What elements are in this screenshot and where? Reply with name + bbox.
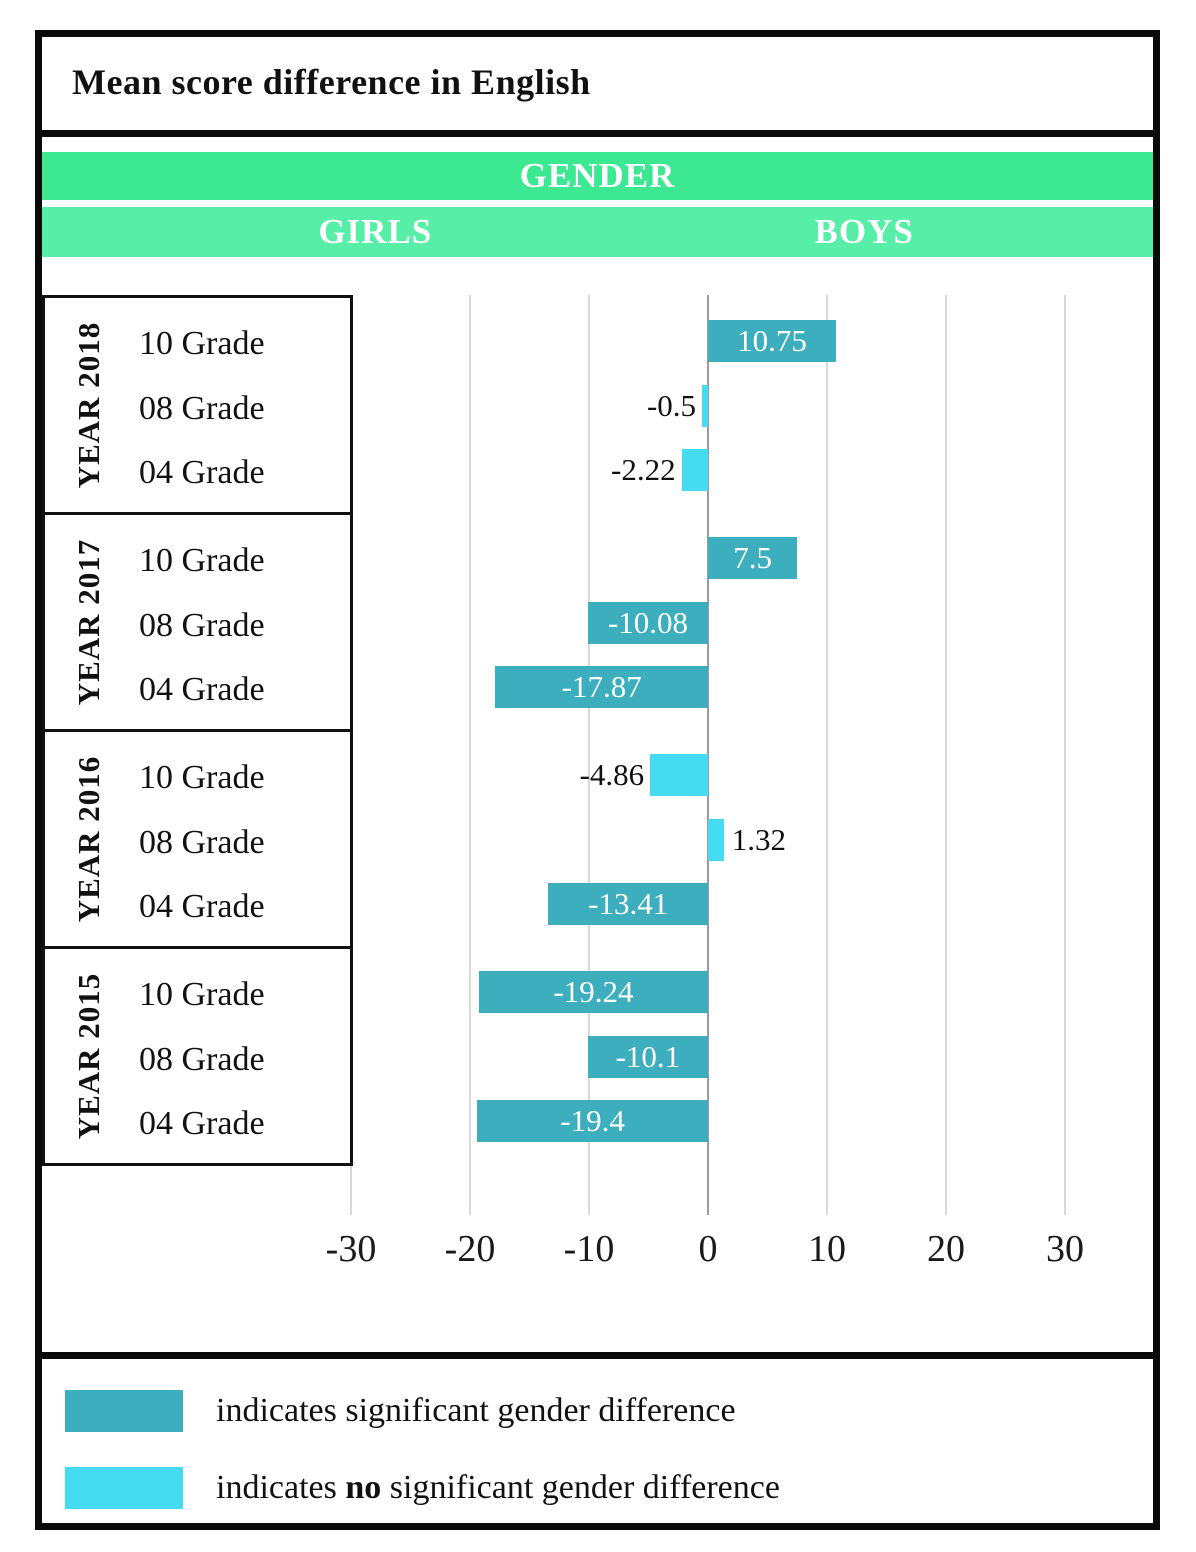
x-tick-label: 10: [808, 1228, 846, 1270]
bar-chart: -30 -20 -10 0 10 20 30 YEAR 2018 10 Grade 08 Grad…: [42, 295, 1153, 1285]
bar: -13.41: [548, 883, 708, 925]
gridline: [588, 295, 590, 1215]
grade-label: 10 Grade: [139, 325, 265, 362]
legend-item: indicates no significant gender differen…: [42, 1467, 1153, 1509]
bar-value-label: -10.1: [615, 1039, 681, 1074]
year-label: YEAR 2018: [71, 321, 106, 489]
year-box: YEAR 2016 10 Grade 08 Grade 04 Grade: [42, 729, 353, 949]
bar: 7.5: [708, 537, 798, 579]
bar: -19.24: [479, 971, 708, 1013]
grade-label: 10 Grade: [139, 542, 265, 579]
year-box: YEAR 2015 10 Grade 08 Grade 04 Grade: [42, 946, 353, 1166]
bar: 10.75: [708, 320, 836, 362]
main-box: GENDER GIRLS BOYS -30 -20 -10 0 10 20 30 YEAR 2…: [42, 152, 1153, 1359]
bar-value-label: 7.5: [733, 540, 772, 575]
gridline: [1064, 295, 1066, 1215]
girls-boys-band: GIRLS BOYS: [42, 207, 1153, 257]
grade-label: 08 Grade: [139, 607, 265, 644]
grade-label: 08 Grade: [139, 390, 265, 427]
bar: [702, 385, 708, 427]
x-tick-label: 0: [698, 1228, 718, 1270]
bar-value-label: -19.4: [560, 1103, 625, 1138]
x-tick-label: 30: [1046, 1228, 1084, 1270]
bar-value-label: -2.22: [611, 452, 676, 487]
bar: [650, 754, 708, 796]
year-label: YEAR 2016: [71, 755, 106, 923]
bar-value-label: -4.86: [579, 757, 645, 792]
grade-label: 04 Grade: [139, 888, 265, 925]
bar-value-label: -13.41: [588, 886, 669, 921]
girls-label: GIRLS: [318, 212, 433, 251]
year-label: YEAR 2017: [71, 538, 106, 706]
bar-value-label: -19.24: [553, 974, 634, 1009]
significant-color-swatch: [65, 1390, 183, 1432]
page-title: Mean score difference in English: [72, 62, 591, 102]
x-tick-label: -30: [325, 1228, 377, 1270]
bar-value-label: 1.32: [731, 822, 786, 857]
gridline: [945, 295, 947, 1215]
zero-gridline: [707, 295, 709, 1215]
legend-label: indicates significant gender difference: [216, 1392, 736, 1429]
bar-value-label: -0.5: [646, 388, 697, 423]
chart-frame: Mean score difference in English GENDER …: [35, 30, 1160, 1530]
grade-label: 04 Grade: [139, 1105, 265, 1142]
x-tick-label: -10: [563, 1228, 615, 1270]
year-box: YEAR 2017 10 Grade 08 Grade 04 Grade: [42, 512, 353, 732]
bar: -17.87: [495, 666, 708, 708]
bar: -19.4: [477, 1100, 708, 1142]
gridline: [469, 295, 471, 1215]
legend-label: indicates no significant gender differen…: [216, 1469, 780, 1506]
year-label: YEAR 2015: [71, 972, 106, 1140]
bar-value-label: -17.87: [561, 669, 642, 704]
bar: -10.1: [587, 1036, 708, 1078]
legend: indicates significant gender difference i…: [42, 1359, 1153, 1545]
bar: [708, 819, 724, 861]
gender-label: GENDER: [519, 156, 676, 195]
grade-label: 04 Grade: [139, 671, 265, 708]
bar: -10.08: [588, 602, 708, 644]
not-significant-color-swatch: [65, 1467, 183, 1509]
bar: [681, 449, 708, 491]
grade-label: 08 Grade: [139, 824, 265, 861]
bar-value-label: -10.08: [607, 605, 689, 640]
legend-item: indicates significant gender difference: [42, 1390, 1153, 1432]
boys-label: BOYS: [814, 212, 914, 251]
gender-header-band: GENDER: [42, 152, 1153, 200]
grade-label: 04 Grade: [139, 454, 265, 491]
title-box: Mean score difference in English: [42, 37, 1153, 137]
bar-value-label: 10.75: [737, 323, 807, 358]
gridline: [826, 295, 828, 1215]
grade-label: 10 Grade: [139, 759, 265, 796]
grade-label: 08 Grade: [139, 1041, 265, 1078]
x-tick-label: -20: [444, 1228, 496, 1270]
x-tick-label: 20: [927, 1228, 965, 1270]
year-box: YEAR 2018 10 Grade 08 Grade 04 Grade: [42, 295, 353, 515]
grade-label: 10 Grade: [139, 976, 265, 1013]
